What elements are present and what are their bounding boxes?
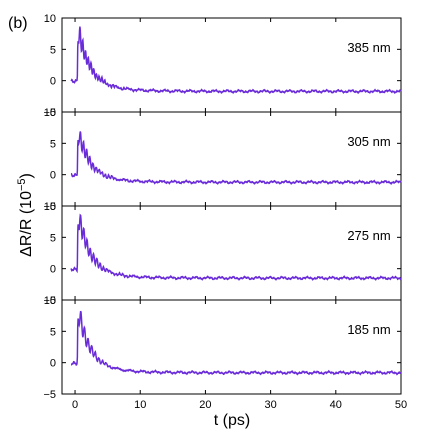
x-tick-label: 20 [199, 399, 211, 411]
y-tick-label: 0 [50, 358, 56, 370]
y-tick-label: −5 [43, 389, 56, 401]
series-line-1 [70, 26, 402, 95]
y-tick-label: 5 [50, 44, 56, 56]
y-tick-label: 5 [50, 138, 56, 150]
y-tick-label: 0 [50, 264, 56, 276]
y-tick-label: 10 [44, 13, 56, 25]
x-tick-label: 10 [134, 399, 146, 411]
panel-label-3: 275 nm [347, 228, 390, 243]
y-tick-label: 5 [50, 326, 56, 338]
x-tick-label: 0 [72, 399, 78, 411]
x-tick-label: 30 [264, 399, 276, 411]
y-tick-label: 5 [50, 232, 56, 244]
panel-label-4: 185 nm [347, 322, 390, 337]
x-tick-label: 50 [395, 399, 407, 411]
series-line-3 [70, 213, 402, 281]
y-tick-label: 10 [44, 295, 56, 307]
y-tick-label: 10 [44, 201, 56, 213]
panel-label-2: 305 nm [347, 134, 390, 149]
y-tick-label: −5 [43, 107, 56, 119]
panel-3: −5 0 5 10 275 nm [43, 201, 402, 307]
y-axis-title-close: ) [18, 173, 35, 178]
y-tick-label: 0 [50, 170, 56, 182]
panel-frame [61, 205, 402, 301]
y-tick-label: 10 [44, 107, 56, 119]
panel-label-1: 385 nm [347, 40, 390, 55]
y-axis-title-main: ΔR/R (10 [18, 191, 35, 257]
panel-4: −5 0 5 10 185 nm [43, 295, 402, 401]
panel-frame [61, 299, 402, 395]
x-tick-label: 40 [330, 399, 342, 411]
panel-1: −5 0 5 10 385 nm [43, 13, 402, 119]
y-tick-label: 0 [50, 76, 56, 88]
y-axis-title-exp: −5 [16, 178, 28, 191]
figure-corner-label: (b) [8, 15, 28, 32]
panels-group: −5 0 5 10 385 nm −5 0 5 10 305 nm −5 0 5 10 275 nm −5 0 5… [43, 13, 407, 411]
y-tick-label: −5 [43, 295, 56, 307]
panel-2: −5 0 5 10 305 nm [43, 107, 402, 213]
series-line-2 [70, 131, 402, 186]
panel-frame [61, 111, 402, 207]
y-tick-label: −5 [43, 201, 56, 213]
series-line-4 [70, 310, 402, 376]
x-axis-title: t (ps) [214, 412, 250, 429]
y-axis-title: ΔR/R (10−5) [16, 173, 35, 257]
panel-frame [61, 17, 402, 113]
